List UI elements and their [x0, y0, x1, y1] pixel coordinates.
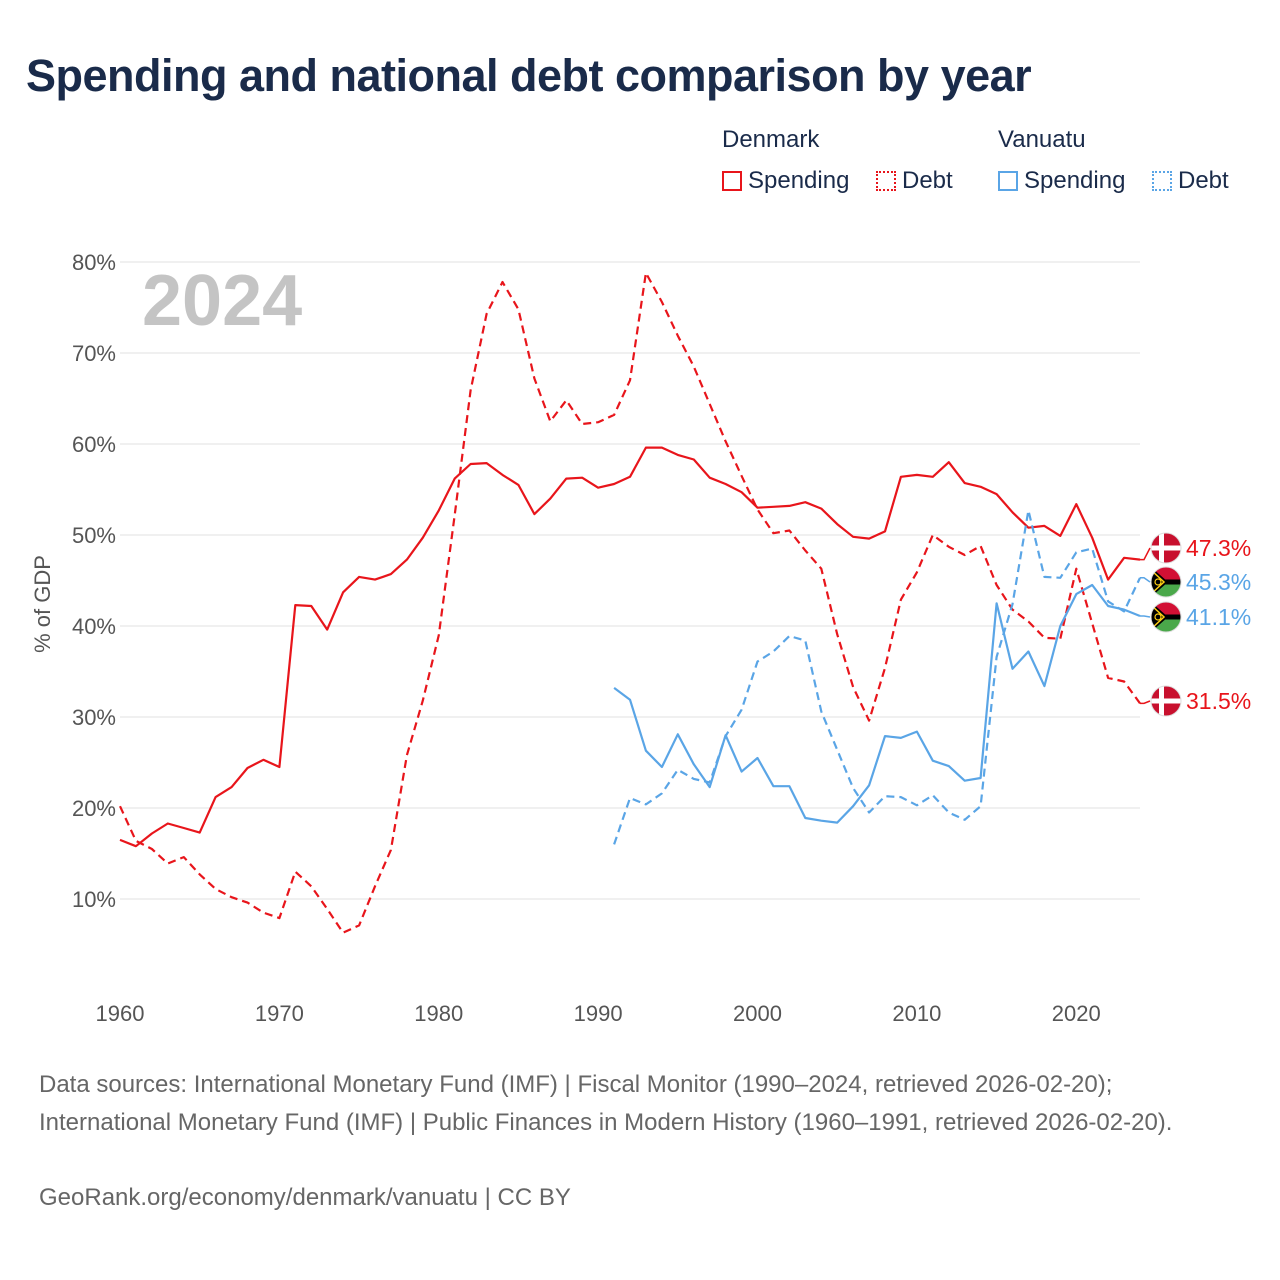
legend-vanuatu-debt[interactable]: Debt	[1152, 167, 1229, 195]
end-value-label: 31.5%	[1186, 688, 1251, 714]
legend-label: Spending	[1024, 167, 1126, 194]
x-tick-label: 2000	[733, 1001, 782, 1026]
end-value-label: 41.1%	[1186, 604, 1251, 630]
y-tick-label: 70%	[72, 341, 116, 366]
y-tick-label: 80%	[72, 250, 116, 275]
y-tick-label: 30%	[72, 705, 116, 730]
denmark-flag-icon	[1151, 533, 1181, 563]
vanuatu-debt-line[interactable]	[613, 509, 1141, 845]
x-tick-label: 1980	[414, 1001, 463, 1026]
end-connector	[1140, 700, 1151, 705]
x-tick-label: 2010	[892, 1001, 941, 1026]
legend-denmark-debt[interactable]: Debt	[876, 167, 953, 195]
end-markers: 47.3% 45.3% 41.1% 31.5%	[1140, 532, 1251, 717]
x-tick-label: 1970	[255, 1001, 304, 1026]
y-tick-label: 20%	[72, 796, 116, 821]
end-value-label: 45.3%	[1186, 569, 1251, 595]
vanuatu-flag-icon	[1151, 602, 1181, 632]
x-tick-label: 2020	[1052, 1001, 1101, 1026]
denmark-debt-line[interactable]	[119, 271, 1141, 934]
data-sources: Data sources: International Monetary Fun…	[39, 1071, 1173, 1136]
legend-label: Spending	[748, 167, 850, 194]
legend-vanuatu-spending[interactable]: Spending	[998, 167, 1125, 195]
legend-label: Debt	[1178, 167, 1229, 194]
x-tick-label: 1990	[574, 1001, 623, 1026]
vanuatu-spending-line[interactable]	[613, 583, 1141, 824]
chart-title: Spending and national debt comparison by…	[26, 50, 1032, 101]
y-tick-label: 40%	[72, 614, 116, 639]
y-tick-label: 60%	[72, 432, 116, 457]
gridlines	[120, 261, 1140, 900]
legend-swatch-solid	[722, 171, 742, 191]
y-axis-ticks: 10% 20% 30% 40% 50% 60% 70% 80%	[72, 250, 116, 912]
legend-swatch-dotted	[1152, 171, 1172, 191]
y-tick-label: 10%	[72, 887, 116, 912]
legend-group-denmark: Denmark	[722, 126, 820, 153]
denmark-spending-line[interactable]	[119, 446, 1141, 848]
series-lines	[119, 271, 1141, 934]
legend-group-vanuatu: Vanuatu	[998, 126, 1086, 153]
end-connector	[1140, 577, 1151, 583]
y-axis-label: % of GDP	[30, 555, 55, 653]
year-watermark: 2024	[142, 261, 302, 341]
legend-swatch-dotted	[876, 171, 896, 191]
end-value-label: 47.3%	[1186, 535, 1251, 561]
denmark-flag-icon	[1151, 686, 1181, 716]
legend-swatch-solid	[998, 171, 1018, 191]
end-connector	[1140, 615, 1151, 618]
line-chart: 10% 20% 30% 40% 50% 60% 70% 80% 1960 1970 1980 199…	[30, 250, 1251, 1026]
y-tick-label: 50%	[72, 523, 116, 548]
vanuatu-flag-icon	[1151, 567, 1181, 597]
end-connector	[1140, 547, 1151, 561]
x-axis-ticks: 1960 1970 1980 1990 2000 2010 2020	[96, 1001, 1101, 1026]
x-tick-label: 1960	[96, 1001, 145, 1026]
legend-label: Debt	[902, 167, 953, 194]
legend-denmark-spending[interactable]: Spending	[722, 167, 849, 195]
footer-link[interactable]: GeoRank.org/economy/denmark/vanuatu | CC…	[39, 1184, 571, 1211]
